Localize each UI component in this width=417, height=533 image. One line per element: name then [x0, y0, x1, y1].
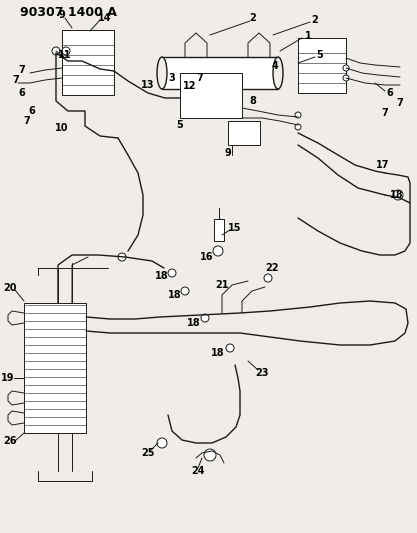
Text: 4: 4: [271, 61, 279, 71]
Circle shape: [52, 47, 60, 55]
Text: 16: 16: [200, 252, 214, 262]
Text: 18: 18: [168, 290, 182, 300]
Circle shape: [157, 438, 167, 448]
Text: 7: 7: [382, 108, 388, 118]
Bar: [62, 30, 114, 95]
Circle shape: [295, 112, 301, 118]
Text: 14: 14: [98, 13, 112, 23]
Circle shape: [201, 314, 209, 322]
Text: 22: 22: [265, 263, 279, 273]
Circle shape: [213, 246, 223, 256]
Text: 17: 17: [376, 160, 390, 170]
Text: 18: 18: [390, 190, 404, 200]
Text: 5: 5: [177, 120, 183, 130]
Text: 15: 15: [228, 223, 242, 233]
Bar: [24, 303, 86, 433]
Text: 3: 3: [168, 73, 176, 83]
Text: 2: 2: [311, 15, 318, 25]
Text: 1: 1: [305, 31, 311, 41]
Text: 90307 1400 A: 90307 1400 A: [20, 6, 117, 19]
Circle shape: [295, 124, 301, 130]
Text: 7: 7: [24, 116, 30, 126]
Ellipse shape: [273, 57, 283, 89]
Circle shape: [62, 47, 70, 55]
Text: 9: 9: [59, 10, 65, 20]
Text: 24: 24: [191, 466, 205, 476]
Bar: [214, 219, 224, 241]
Text: 7: 7: [397, 98, 403, 108]
Text: 11: 11: [58, 50, 72, 60]
Circle shape: [168, 269, 176, 277]
Circle shape: [226, 344, 234, 352]
Circle shape: [204, 449, 216, 461]
Text: 18: 18: [187, 318, 201, 328]
Circle shape: [343, 65, 349, 71]
Text: 7: 7: [13, 75, 19, 85]
Text: 25: 25: [141, 448, 155, 458]
Text: 6: 6: [19, 88, 25, 98]
Text: 8: 8: [249, 96, 256, 106]
Circle shape: [264, 274, 272, 282]
Text: 5: 5: [317, 50, 323, 60]
Text: 6: 6: [387, 88, 393, 98]
Text: 6: 6: [29, 106, 35, 116]
Bar: [298, 38, 346, 93]
Bar: [228, 121, 260, 145]
Text: 20: 20: [3, 283, 17, 293]
Circle shape: [393, 190, 403, 200]
Circle shape: [181, 287, 189, 295]
Text: 23: 23: [255, 368, 269, 378]
Text: 7: 7: [197, 73, 203, 83]
Ellipse shape: [157, 57, 167, 89]
Bar: [162, 57, 278, 89]
Text: 2: 2: [250, 13, 256, 23]
Text: 21: 21: [215, 280, 229, 290]
Text: 18: 18: [211, 348, 225, 358]
Bar: [180, 73, 242, 118]
Text: 7: 7: [19, 65, 25, 75]
Text: 19: 19: [1, 373, 15, 383]
Circle shape: [118, 253, 126, 261]
Text: 12: 12: [183, 81, 197, 91]
Text: 26: 26: [3, 436, 17, 446]
Text: 9: 9: [225, 148, 231, 158]
Text: 18: 18: [155, 271, 169, 281]
Text: 10: 10: [55, 123, 69, 133]
Text: 13: 13: [141, 80, 155, 90]
Circle shape: [343, 75, 349, 81]
